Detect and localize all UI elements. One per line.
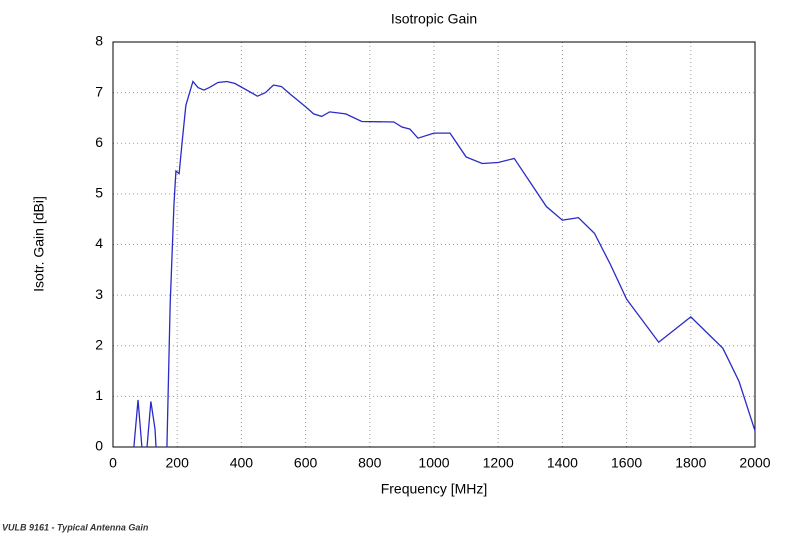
x-tick-label: 400 [230, 455, 254, 471]
x-tick-label: 200 [166, 455, 190, 471]
x-tick-label: 1200 [483, 455, 514, 471]
plot-frame [112, 41, 756, 448]
y-axis-label: Isotr. Gain [dBi] [31, 196, 47, 292]
y-tick-label: 4 [95, 235, 103, 251]
y-tick-label: 8 [95, 33, 103, 49]
line-series [133, 80, 756, 448]
x-tick-label: 600 [294, 455, 318, 471]
x-tick-label: 800 [358, 455, 382, 471]
x-tick-label: 0 [109, 455, 117, 471]
x-axis-label: Frequency [MHz] [381, 481, 488, 497]
y-tick-label: 7 [95, 83, 103, 99]
y-tick-label: 1 [95, 387, 103, 403]
y-tick-label: 5 [95, 185, 103, 201]
y-tick-label: 6 [95, 134, 103, 150]
x-tick-label: 1800 [675, 455, 706, 471]
x-tick-label: 1000 [418, 455, 449, 471]
caption: VULB 9161 - Typical Antenna Gain [2, 522, 149, 532]
y-tick-label: 2 [95, 336, 103, 352]
x-tick-label: 1600 [611, 455, 642, 471]
y-tick-label: 0 [95, 438, 103, 454]
x-tick-label: 2000 [739, 455, 770, 471]
chart-title: Isotropic Gain [391, 11, 477, 27]
x-tick-label: 1400 [547, 455, 578, 471]
y-tick-label: 3 [95, 286, 103, 302]
